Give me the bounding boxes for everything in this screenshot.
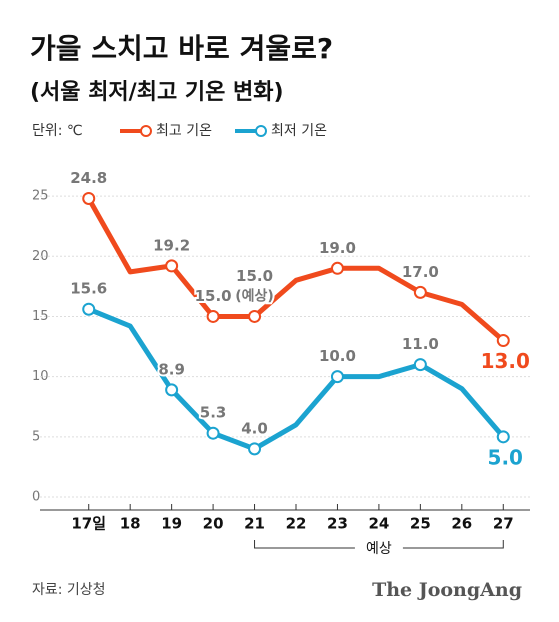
legend-label: 최고 기온 (156, 123, 212, 139)
data-label: 15.0 (236, 267, 273, 285)
data-label: 15.6 (70, 280, 107, 298)
data-label: 17.0 (402, 263, 439, 281)
x-tick-label: 25 (410, 515, 431, 533)
point-marker (82, 191, 96, 205)
legend-marker (140, 125, 152, 137)
point-marker (165, 383, 179, 397)
data-label: 24.8 (70, 169, 107, 187)
chart-title: 가을 스치고 바로 겨울로? (30, 32, 333, 65)
data-label: 4.0 (241, 419, 268, 437)
x-tick-label: 23 (327, 515, 348, 533)
x-tick-label: 17일 (71, 515, 106, 533)
x-tick-label: 27 (493, 515, 514, 533)
annotation: (예상) (235, 288, 274, 304)
point-marker (82, 302, 96, 316)
brand: The JoongAng (372, 579, 522, 601)
source: 자료: 기상청 (32, 582, 106, 598)
data-label: 5.3 (200, 404, 227, 422)
point-marker (206, 426, 220, 440)
series-line (86, 197, 505, 343)
point-marker (330, 370, 344, 384)
point-marker (248, 442, 262, 456)
data-label: 10.0 (319, 347, 356, 365)
point-marker (413, 358, 427, 372)
x-tick-label: 20 (203, 515, 224, 533)
data-label: 19.0 (319, 239, 356, 257)
chart-subtitle: (서울 최저/최고 기온 변화) (30, 80, 284, 105)
x-tick-label: 26 (451, 515, 472, 533)
x-tick-label: 19 (161, 515, 182, 533)
forecast-label-bg (354, 538, 403, 558)
point-marker (165, 259, 179, 273)
point-marker (413, 285, 427, 299)
unit-label: 단위: ℃ (32, 123, 83, 139)
data-label: 5.0 (488, 445, 523, 469)
legend-label: 최저 기온 (271, 123, 327, 139)
point-marker (496, 334, 510, 348)
x-tick-label: 22 (286, 515, 307, 533)
x-tick-label: 24 (368, 515, 389, 533)
data-label: 13.0 (481, 349, 530, 373)
x-tick-label: 18 (120, 515, 141, 533)
data-label: 15.0 (195, 287, 232, 305)
data-label: 8.9 (158, 360, 185, 378)
y-tick-label: 0 (32, 490, 40, 505)
y-tick-label: 5 (32, 429, 40, 444)
legend-marker (255, 125, 267, 137)
point-marker (496, 430, 510, 444)
data-label: 19.2 (153, 236, 190, 254)
point-marker (248, 309, 262, 323)
data-label: 11.0 (402, 335, 439, 353)
x-tick-label: 21 (244, 515, 265, 533)
forecast-label: 예상 (366, 541, 392, 557)
point-marker (206, 309, 220, 323)
point-marker (330, 261, 344, 275)
series-line (87, 306, 506, 452)
